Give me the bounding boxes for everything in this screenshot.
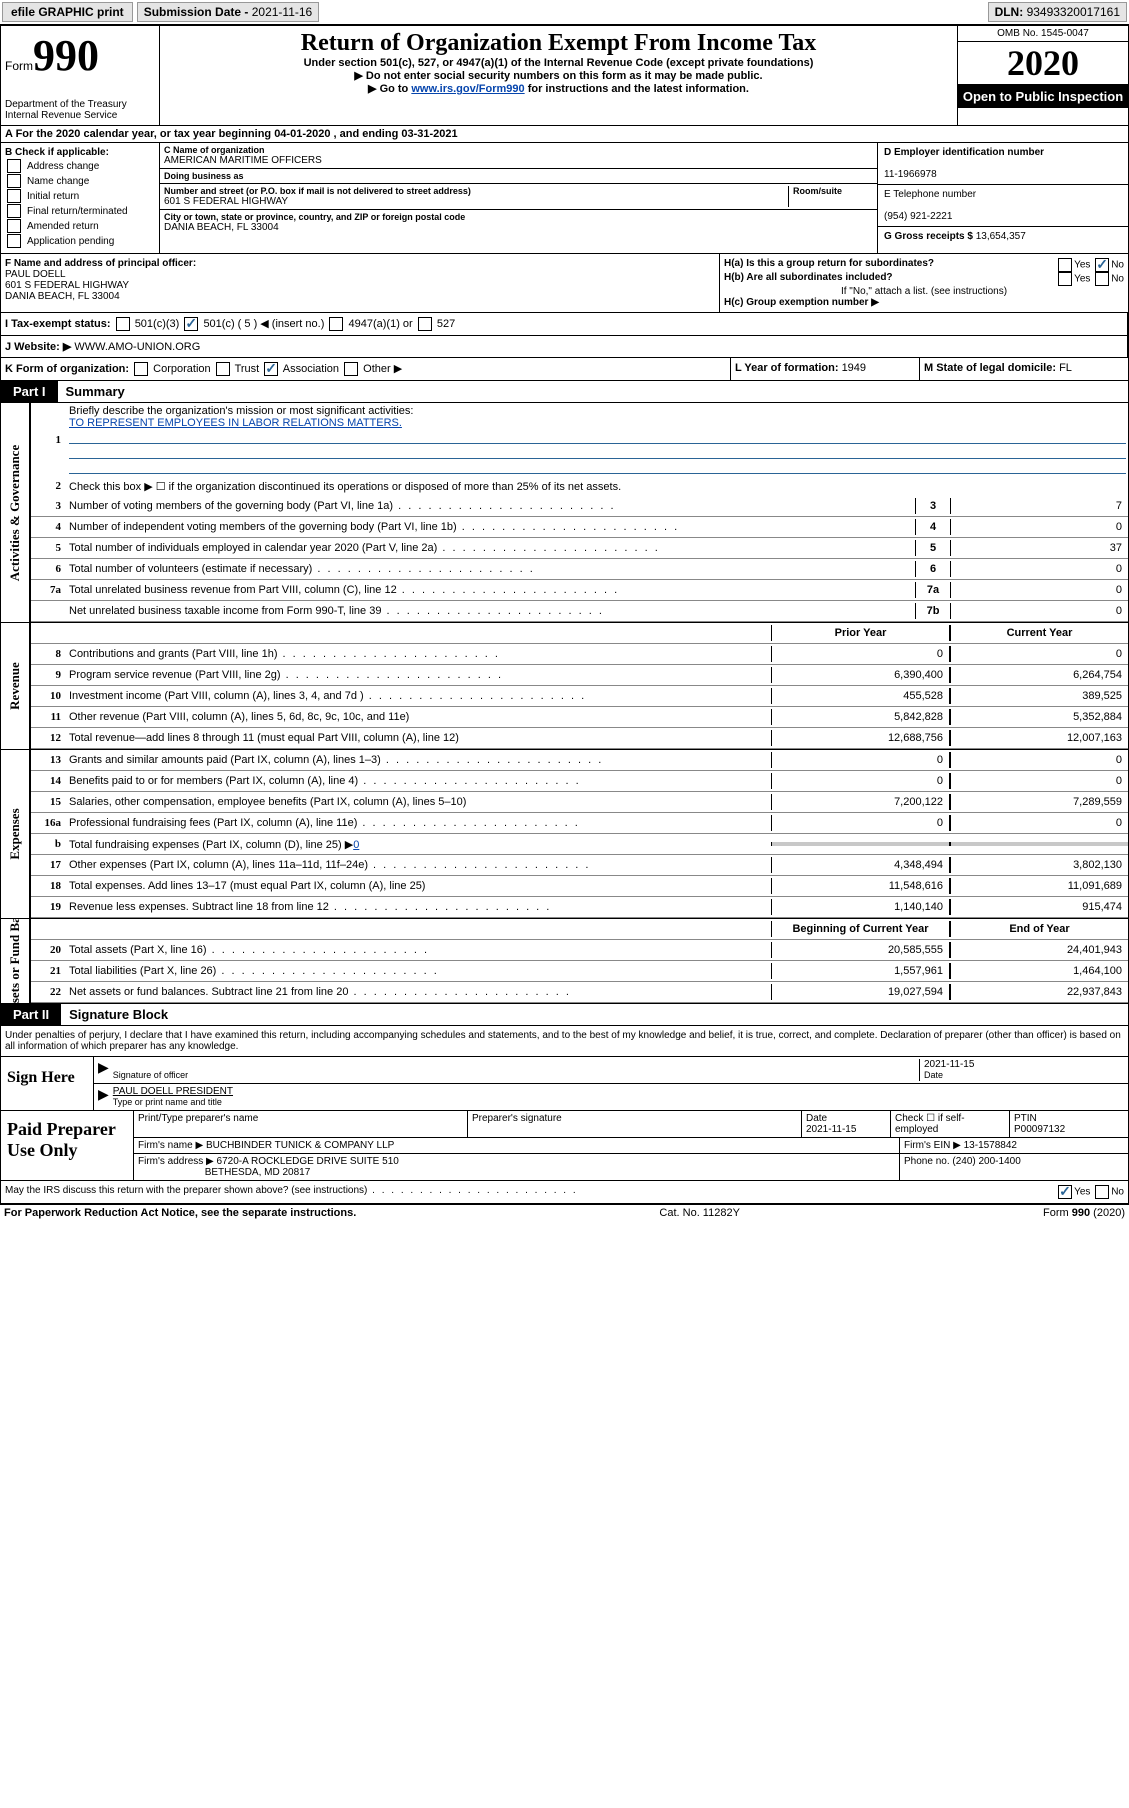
chk-initial-return[interactable] bbox=[7, 189, 21, 203]
sign-here-label: Sign Here bbox=[1, 1057, 94, 1110]
chk-address-change[interactable] bbox=[7, 159, 21, 173]
chk-ha-yes[interactable] bbox=[1058, 258, 1072, 272]
row-a-tax-year: A For the 2020 calendar year, or tax yea… bbox=[0, 126, 1129, 143]
net-assets-section: Net Assets or Fund Balances Beginning of… bbox=[0, 919, 1129, 1004]
chk-ha-no[interactable] bbox=[1095, 258, 1109, 272]
chk-hb-no[interactable] bbox=[1095, 272, 1109, 286]
mission-link[interactable]: TO REPRESENT EMPLOYEES IN LABOR RELATION… bbox=[69, 417, 402, 429]
efile-button[interactable]: efile GRAPHIC print bbox=[2, 2, 133, 22]
year-box: OMB No. 1545-0047 2020 Open to Public In… bbox=[958, 26, 1128, 125]
org-info: C Name of organization AMERICAN MARITIME… bbox=[160, 143, 877, 253]
revenue-section: Revenue Prior YearCurrent Year 8Contribu… bbox=[0, 623, 1129, 750]
activities-governance: Activities & Governance 1 Briefly descri… bbox=[0, 403, 1129, 623]
chk-4947[interactable] bbox=[329, 317, 343, 331]
row-k: K Form of organization: Corporation Trus… bbox=[0, 358, 1129, 381]
expenses-section: Expenses 13Grants and similar amounts pa… bbox=[0, 750, 1129, 919]
gross-receipts: 13,654,357 bbox=[976, 231, 1026, 242]
section-f-h: F Name and address of principal officer:… bbox=[0, 254, 1129, 313]
chk-app-pending[interactable] bbox=[7, 234, 21, 248]
chk-trust[interactable] bbox=[216, 362, 230, 376]
page-footer: For Paperwork Reduction Act Notice, see … bbox=[0, 1204, 1129, 1221]
chk-501c3[interactable] bbox=[116, 317, 130, 331]
paid-preparer: Paid Preparer Use Only Print/Type prepar… bbox=[0, 1111, 1129, 1204]
chk-amended[interactable] bbox=[7, 219, 21, 233]
chk-final-return[interactable] bbox=[7, 204, 21, 218]
chk-name-change[interactable] bbox=[7, 174, 21, 188]
checkboxes-b: B Check if applicable: Address change Na… bbox=[1, 143, 160, 253]
department-label: Department of the Treasury Internal Reve… bbox=[5, 99, 155, 121]
form-number-box: Form990 Department of the Treasury Inter… bbox=[1, 26, 160, 125]
top-bar: efile GRAPHIC print Submission Date - 20… bbox=[0, 0, 1129, 25]
telephone: (954) 921-2221 bbox=[884, 211, 952, 222]
dln-field: DLN: 93493320017161 bbox=[988, 2, 1127, 22]
signature-block: Under penalties of perjury, I declare th… bbox=[0, 1026, 1129, 1111]
chk-assoc[interactable] bbox=[264, 362, 278, 376]
part-1-header: Part I Summary bbox=[0, 381, 1129, 403]
form-title: Return of Organization Exempt From Incom… bbox=[164, 30, 953, 57]
ein: 11-1966978 bbox=[884, 169, 937, 180]
chk-discuss-no[interactable] bbox=[1095, 1185, 1109, 1199]
section-b: B Check if applicable: Address change Na… bbox=[0, 143, 1129, 254]
chk-501c[interactable] bbox=[184, 317, 198, 331]
irs-link[interactable]: www.irs.gov/Form990 bbox=[411, 83, 524, 95]
chk-discuss-yes[interactable] bbox=[1058, 1185, 1072, 1199]
website: WWW.AMO-UNION.ORG bbox=[74, 341, 200, 353]
org-name: AMERICAN MARITIME OFFICERS bbox=[164, 155, 873, 166]
chk-other[interactable] bbox=[344, 362, 358, 376]
row-i: I Tax-exempt status: 501(c)(3) 501(c) ( … bbox=[0, 313, 1129, 336]
org-contact: D Employer identification number 11-1966… bbox=[877, 143, 1128, 253]
part-2-header: Part II Signature Block bbox=[0, 1004, 1129, 1026]
chk-hb-yes[interactable] bbox=[1058, 272, 1072, 286]
title-box: Return of Organization Exempt From Incom… bbox=[160, 26, 958, 125]
chk-corp[interactable] bbox=[134, 362, 148, 376]
row-j: J Website: ▶ WWW.AMO-UNION.ORG bbox=[0, 336, 1129, 358]
submission-date-field: Submission Date - 2021-11-16 bbox=[137, 2, 320, 22]
form-header: Form990 Department of the Treasury Inter… bbox=[0, 25, 1129, 126]
chk-527[interactable] bbox=[418, 317, 432, 331]
